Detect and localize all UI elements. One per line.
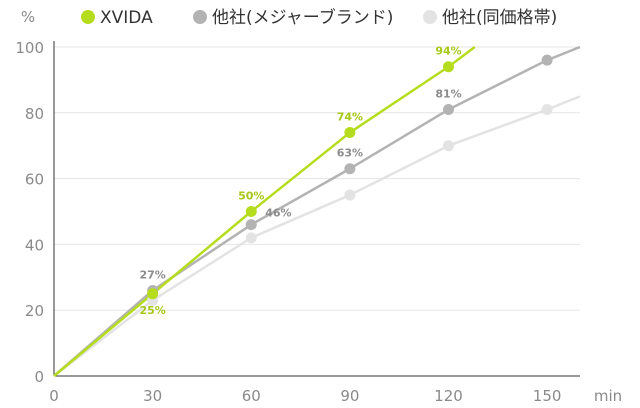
data-label: 74% [337, 111, 363, 124]
data-label: 27% [139, 268, 165, 281]
data-point [541, 54, 553, 66]
data-label: 46% [265, 207, 291, 220]
legend-marker [81, 10, 95, 24]
series-line [53, 45, 581, 377]
data-label: 25% [139, 304, 165, 317]
data-point [344, 127, 356, 139]
legend: XVIDA 他社(メジャーブランド) 他社(同価格帯) [81, 7, 557, 28]
series-lines [53, 45, 581, 377]
y-tick-label: 60 [25, 171, 44, 189]
legend-label: XVIDA [100, 8, 153, 28]
x-tick-label: 60 [242, 387, 261, 405]
y-tick-label: 40 [25, 236, 44, 254]
data-label: 50% [238, 190, 264, 203]
y-tick-label: 100 [15, 39, 44, 57]
x-axis-unit: min [594, 387, 622, 405]
y-tick-label: 80 [25, 105, 44, 123]
legend-label: 他社(メジャーブランド) [212, 7, 393, 28]
legend-marker [423, 10, 437, 24]
y-axis-unit: % [21, 8, 35, 26]
series-markers [147, 54, 553, 306]
x-tick-label: 30 [143, 387, 162, 405]
data-labels: 27% 46% 63% 81% 25% 50% 74% 94% [139, 45, 461, 317]
data-point [147, 288, 159, 300]
x-tick-label: 150 [533, 387, 562, 405]
data-point [443, 61, 454, 73]
x-tick-label: 90 [340, 387, 359, 405]
series-line [53, 95, 581, 377]
data-point [541, 104, 553, 116]
data-point [245, 206, 257, 217]
data-label: 81% [435, 88, 461, 101]
x-tick-label: 120 [434, 387, 463, 405]
data-point [245, 232, 257, 244]
axes: 0 20 40 60 80 100 0 30 60 90 120 150 [15, 39, 580, 405]
legend-label: 他社(同価格帯) [442, 8, 557, 28]
legend-marker [193, 10, 207, 24]
x-tick-label: 0 [49, 387, 59, 405]
data-point [245, 219, 257, 231]
y-tick-label: 20 [25, 302, 44, 320]
data-point [443, 104, 454, 116]
grid [54, 46, 580, 311]
data-label: 94% [435, 45, 461, 58]
data-point [344, 189, 356, 201]
data-point [443, 140, 454, 152]
data-label: 63% [337, 147, 363, 160]
y-tick-label: 0 [34, 368, 44, 386]
data-point [344, 163, 356, 175]
